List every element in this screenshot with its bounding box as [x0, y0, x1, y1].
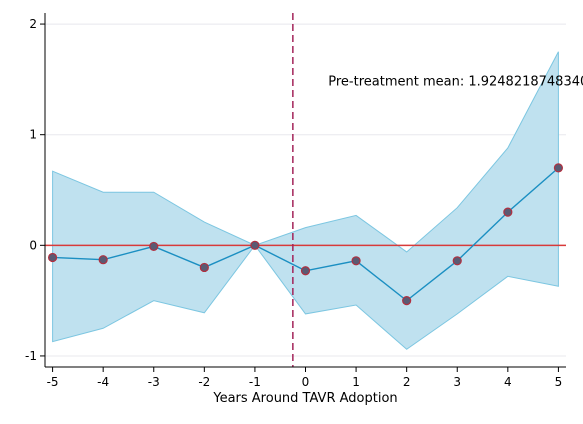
data-point [300, 266, 311, 276]
x-tick-label: -2 [198, 375, 210, 389]
data-point [503, 207, 513, 217]
y-tick-label: 2 [29, 17, 37, 31]
data-point [351, 256, 361, 266]
y-tick-label: 0 [29, 238, 37, 252]
x-tick-label: -1 [249, 375, 261, 389]
y-axis-ticks: -1 0 1 2 [25, 17, 45, 363]
x-tick-label: 5 [555, 375, 563, 389]
data-point [402, 296, 412, 306]
x-tick-label: 1 [352, 375, 360, 389]
confidence-interval-band [52, 51, 559, 350]
data-point [553, 163, 564, 173]
x-tick-label: 3 [453, 375, 461, 389]
x-tick-label: 0 [302, 375, 310, 389]
data-point [452, 256, 462, 266]
x-tick-label: -5 [47, 375, 59, 389]
x-tick-label: 4 [504, 375, 512, 389]
x-axis-ticks: -5 -4 -3 -2 -1 0 1 2 3 4 5 [47, 367, 563, 389]
x-tick-label: 2 [403, 375, 411, 389]
data-point [250, 240, 260, 250]
x-axis-title: Years Around TAVR Adoption [212, 391, 397, 406]
data-point [149, 241, 159, 252]
x-tick-label: -4 [97, 375, 109, 389]
data-point [47, 252, 58, 263]
pre-treatment-mean-annotation: Pre-treatment mean: 1.92482187483405 [328, 75, 583, 90]
data-point [98, 255, 108, 265]
data-point [199, 262, 209, 273]
y-tick-label: 1 [29, 128, 37, 142]
y-tick-label: -1 [25, 349, 37, 363]
x-tick-label: -3 [148, 375, 160, 389]
coefficient-markers [47, 163, 564, 306]
